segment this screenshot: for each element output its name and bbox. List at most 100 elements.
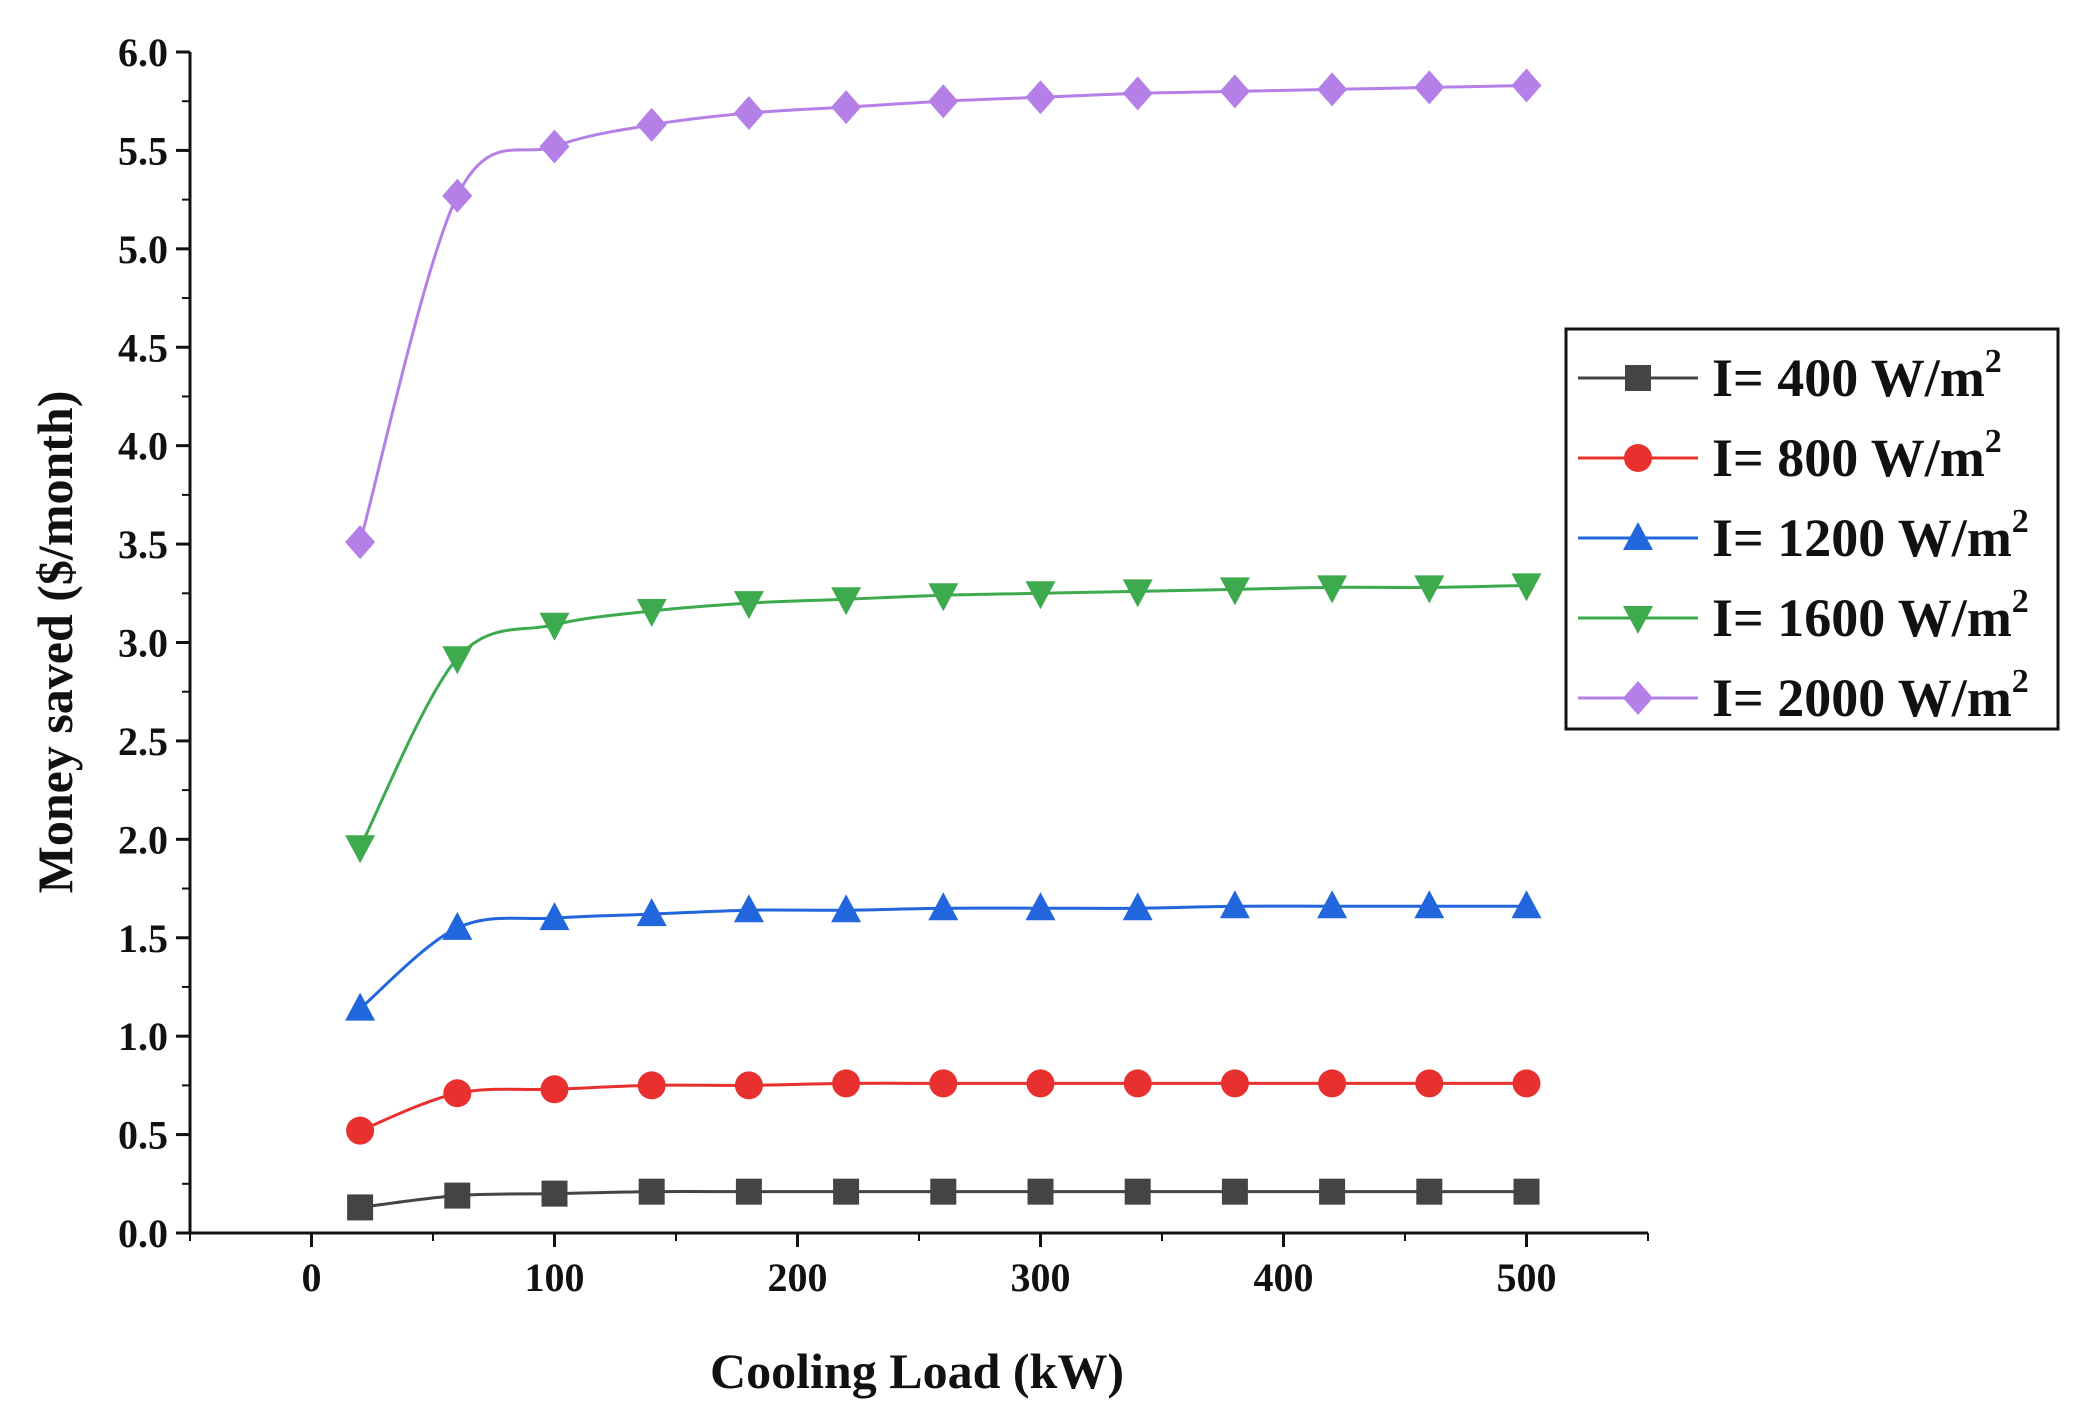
data-point: [1317, 575, 1348, 604]
data-point: [1025, 80, 1056, 115]
data-point: [1414, 890, 1445, 919]
data-point: [1415, 1069, 1444, 1098]
data-point: [1220, 1069, 1249, 1098]
data-point: [831, 587, 862, 616]
data-point: [1317, 72, 1348, 107]
data-point: [541, 1180, 568, 1207]
data-point: [832, 1069, 861, 1098]
y-tick-label: 2.5: [118, 719, 168, 764]
legend-entry: I= 400 W/m2: [1578, 343, 2002, 408]
y-tick-label: 1.0: [118, 1014, 168, 1059]
data-point: [636, 107, 667, 142]
data-point: [1221, 1178, 1248, 1205]
data-point: [638, 1178, 665, 1205]
data-point: [346, 1116, 375, 1145]
y-tick-label: 5.5: [118, 128, 168, 173]
data-point: [833, 1178, 860, 1205]
data-point: [1511, 890, 1542, 919]
legend-entry: I= 1200 W/m2: [1578, 503, 2029, 568]
data-point: [1513, 1178, 1540, 1205]
data-point: [539, 902, 570, 931]
legend: I= 400 W/m2 I= 800 W/m2 I= 1200 W/m2 I= 160…: [1564, 327, 2060, 731]
legend-label: I= 1200 W/m2: [1712, 503, 2029, 568]
y-tick-label: 0.5: [118, 1113, 168, 1158]
data-point: [1318, 1069, 1347, 1098]
x-tick-label: 0: [302, 1255, 322, 1300]
data-point: [347, 1194, 374, 1221]
x-tick-label: 400: [1254, 1255, 1314, 1300]
series-line: [358, 583, 1527, 848]
legend-label: I= 400 W/m2: [1712, 343, 2002, 408]
data-point: [1317, 890, 1348, 919]
legend-label: I= 1600 W/m2: [1712, 583, 2029, 648]
x-tick-label: 500: [1497, 1255, 1557, 1300]
data-point: [444, 1182, 471, 1209]
y-tick-label: 2.0: [118, 817, 168, 862]
series-3: [345, 890, 1542, 1021]
data-point: [1219, 74, 1250, 109]
plot-area: [345, 68, 1542, 1221]
legend-marker: [1624, 444, 1652, 472]
data-point: [636, 599, 667, 628]
y-tick-label: 0.0: [118, 1211, 168, 1256]
data-point: [930, 1178, 957, 1205]
data-point: [928, 892, 959, 921]
y-tick-label: 3.5: [118, 522, 168, 567]
data-point: [442, 646, 473, 675]
legend-entry: I= 2000 W/m2: [1578, 663, 2029, 728]
legend-marker: [1623, 606, 1653, 634]
y-tick-label: 1.5: [118, 916, 168, 961]
data-point: [637, 1071, 666, 1100]
data-point: [1122, 579, 1153, 608]
data-point: [733, 894, 764, 923]
data-point: [1026, 1069, 1055, 1098]
data-point: [345, 525, 376, 560]
x-tick-label: 200: [768, 1255, 828, 1300]
data-point: [1123, 1069, 1152, 1098]
data-point: [442, 911, 473, 940]
x-tick-label: 300: [1011, 1255, 1071, 1300]
data-point: [733, 96, 764, 131]
data-point: [443, 1079, 472, 1108]
series-1: [347, 1178, 1540, 1221]
data-point: [1511, 68, 1542, 103]
data-point: [929, 1069, 958, 1098]
data-point: [1025, 892, 1056, 921]
data-point: [345, 992, 376, 1021]
legend-marker: [1623, 522, 1653, 550]
legend-marker: [1625, 365, 1651, 391]
legend-entry: I= 1600 W/m2: [1578, 583, 2029, 648]
data-point: [928, 84, 959, 119]
axes: 0.0 0.5 1.0 1.5 2.0 2.5 3.0 3.5 4.0 4.5 5.0 5.5 6.0 0…: [118, 30, 1649, 1300]
y-tick-label: 5.0: [118, 227, 168, 272]
data-point: [1414, 70, 1445, 105]
data-point: [831, 90, 862, 125]
data-point: [1027, 1178, 1054, 1205]
data-point: [1511, 573, 1542, 602]
data-point: [1219, 577, 1250, 606]
data-point: [442, 178, 473, 213]
data-point: [539, 612, 570, 641]
y-axis-title: Money saved ($/month): [27, 391, 83, 894]
data-point: [733, 591, 764, 620]
y-tick-label: 4.0: [118, 424, 168, 469]
series-line: [359, 904, 1527, 1010]
y-tick-label: 6.0: [118, 30, 168, 75]
data-point: [1122, 892, 1153, 921]
data-point: [345, 835, 376, 864]
data-point: [734, 1071, 763, 1100]
y-tick-label: 3.0: [118, 621, 168, 666]
data-point: [539, 129, 570, 164]
x-tick-label: 100: [525, 1255, 585, 1300]
data-point: [1416, 1178, 1443, 1205]
data-point: [540, 1075, 569, 1104]
data-point: [1025, 581, 1056, 610]
data-point: [831, 894, 862, 923]
data-point: [928, 583, 959, 612]
data-point: [1414, 575, 1445, 604]
data-point: [735, 1178, 762, 1205]
series-line: [358, 83, 1527, 543]
series-4: [345, 573, 1542, 864]
data-point: [1124, 1178, 1151, 1205]
